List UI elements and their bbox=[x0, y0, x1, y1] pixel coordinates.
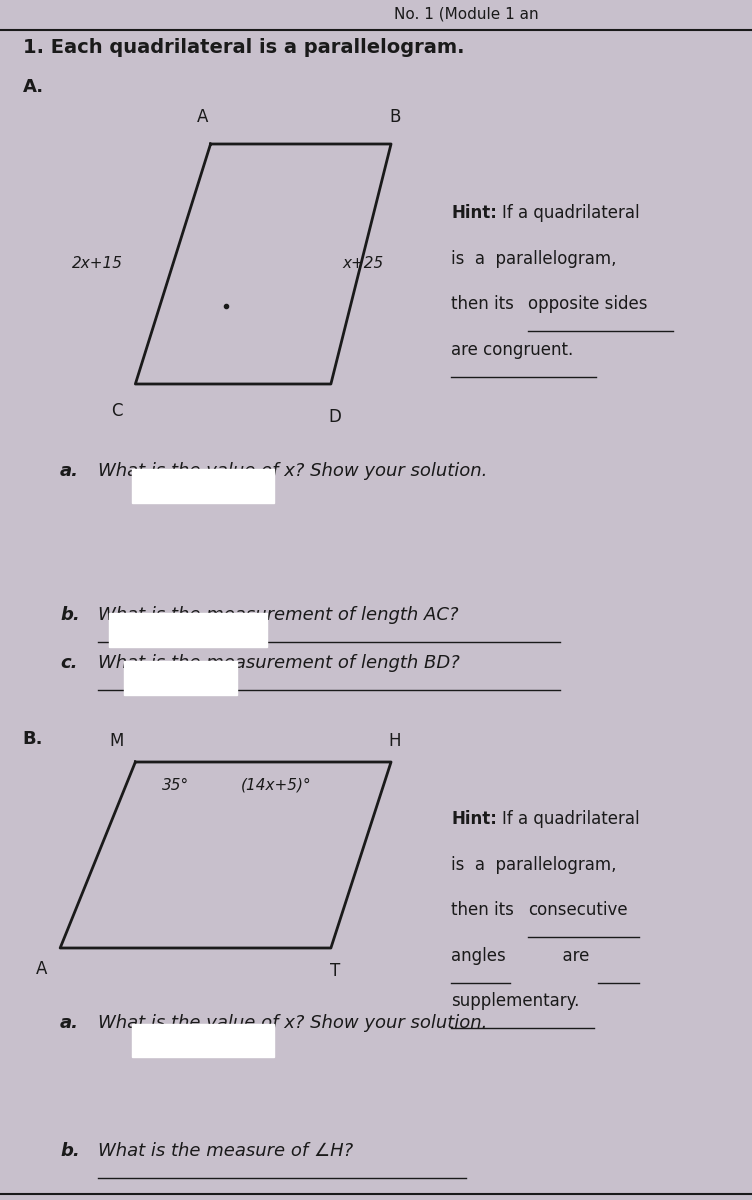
Text: x+25: x+25 bbox=[342, 257, 384, 271]
Text: opposite sides: opposite sides bbox=[528, 295, 647, 313]
Text: T: T bbox=[329, 962, 340, 980]
FancyBboxPatch shape bbox=[132, 1024, 274, 1057]
Text: H: H bbox=[389, 732, 401, 750]
Text: b.: b. bbox=[60, 1142, 80, 1160]
Text: Hint:: Hint: bbox=[451, 204, 497, 222]
Text: Hint:: Hint: bbox=[451, 810, 497, 828]
Text: c.: c. bbox=[60, 654, 77, 672]
Text: A: A bbox=[197, 108, 209, 126]
Text: B: B bbox=[389, 108, 401, 126]
Text: consecutive: consecutive bbox=[528, 901, 627, 919]
Text: C: C bbox=[111, 402, 123, 420]
Text: D: D bbox=[328, 408, 341, 426]
Text: is  a  parallelogram,: is a parallelogram, bbox=[451, 250, 617, 268]
Text: then its: then its bbox=[451, 295, 520, 313]
Text: What is the measurement of length BD?: What is the measurement of length BD? bbox=[98, 654, 459, 672]
Text: a.: a. bbox=[60, 462, 79, 480]
Text: supplementary.: supplementary. bbox=[451, 992, 580, 1010]
Text: What is the value of x? Show your solution.: What is the value of x? Show your soluti… bbox=[98, 1014, 487, 1032]
FancyBboxPatch shape bbox=[109, 613, 267, 647]
Text: What is the measure of ∠H?: What is the measure of ∠H? bbox=[98, 1142, 353, 1160]
FancyBboxPatch shape bbox=[132, 469, 274, 503]
Text: A: A bbox=[35, 960, 47, 978]
Text: angles: angles bbox=[451, 947, 506, 965]
Text: a.: a. bbox=[60, 1014, 79, 1032]
Text: then its: then its bbox=[451, 901, 520, 919]
Text: What is the measurement of length AC?: What is the measurement of length AC? bbox=[98, 606, 458, 624]
Text: 1. Each quadrilateral is a parallelogram.: 1. Each quadrilateral is a parallelogram… bbox=[23, 38, 464, 58]
Text: is  a  parallelogram,: is a parallelogram, bbox=[451, 856, 617, 874]
Text: 35°: 35° bbox=[162, 778, 189, 792]
Text: A.: A. bbox=[23, 78, 44, 96]
FancyBboxPatch shape bbox=[124, 661, 237, 695]
Text: are congruent.: are congruent. bbox=[451, 341, 574, 359]
Text: What is the value of x? Show your solution.: What is the value of x? Show your soluti… bbox=[98, 462, 487, 480]
Text: M: M bbox=[109, 732, 124, 750]
Text: If a quadrilateral: If a quadrilateral bbox=[502, 810, 639, 828]
Text: If a quadrilateral: If a quadrilateral bbox=[502, 204, 639, 222]
Text: (14x+5)°: (14x+5)° bbox=[241, 778, 311, 792]
Text: B.: B. bbox=[23, 730, 43, 748]
Text: 2x+15: 2x+15 bbox=[72, 257, 123, 271]
Text: No. 1 (Module 1 an: No. 1 (Module 1 an bbox=[394, 6, 538, 22]
Text: are: are bbox=[510, 947, 590, 965]
Text: b.: b. bbox=[60, 606, 80, 624]
